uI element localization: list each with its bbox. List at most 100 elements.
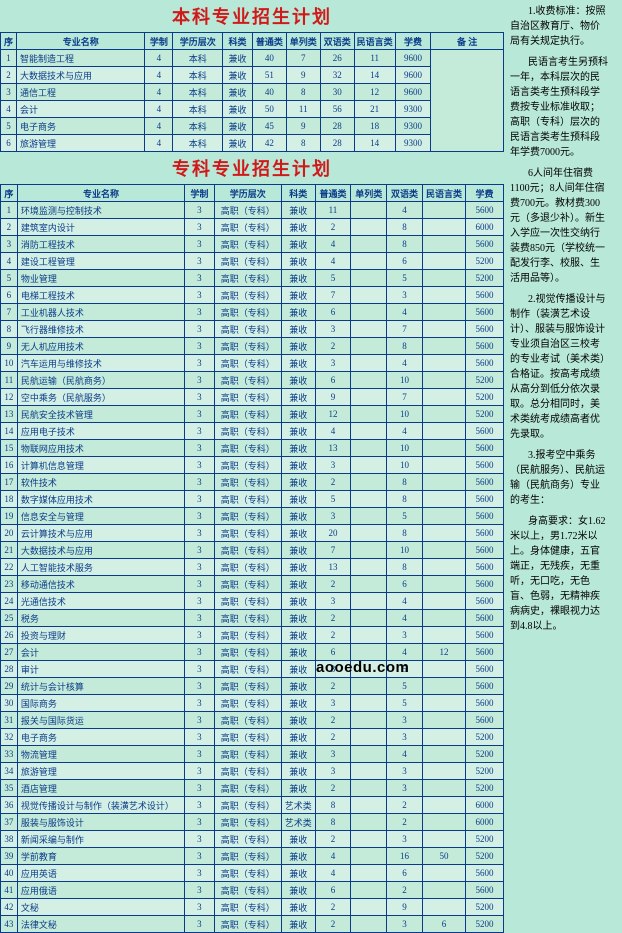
cell: 8 (387, 219, 423, 236)
note-paragraph: 3.报考空中乘务（民航服务）、民航运输（民航商务）专业的考生： (510, 448, 608, 508)
cell: 高职（专科） (214, 865, 281, 882)
note-paragraph: 身高要求：女1.62米以上，男1.72米以上。身体健康，五官端正，无残疾，无重听… (510, 514, 608, 634)
cell: 5200 (466, 899, 504, 916)
table-row: 40应用英语3高职（专科）兼收465600 (1, 865, 504, 882)
cell: 3 (387, 831, 423, 848)
cell: 3 (185, 542, 214, 559)
cell: 6 (387, 253, 423, 270)
cell: 3 (185, 644, 214, 661)
cell: 4 (145, 67, 173, 84)
cell (422, 423, 465, 440)
cell (351, 627, 387, 644)
cell: 5 (387, 661, 423, 678)
cell: 50 (422, 848, 465, 865)
cell: 3 (185, 899, 214, 916)
cell: 2 (387, 814, 423, 831)
cell: 3 (185, 865, 214, 882)
cell: 报关与国际货运 (17, 712, 184, 729)
cell: 32 (1, 729, 18, 746)
notes-column: 1.收费标准：按照自治区教育厅、物价局有关规定执行。民语言考生另预科一年，本科层… (504, 0, 614, 933)
cell: 国际商务 (17, 695, 184, 712)
cell: 37 (1, 814, 18, 831)
cell: 高职（专科） (214, 695, 281, 712)
cell (351, 729, 387, 746)
cell: 6 (1, 287, 18, 304)
cell: 高职（专科） (214, 848, 281, 865)
cell: 高职（专科） (214, 661, 281, 678)
cell: 4 (387, 610, 423, 627)
cell (351, 525, 387, 542)
cell: 29 (1, 678, 18, 695)
cell (422, 780, 465, 797)
cell: 高职（专科） (214, 729, 281, 746)
cell: 5600 (466, 423, 504, 440)
cell: 应用英语 (17, 865, 184, 882)
cell: 26 (1, 627, 18, 644)
cell: 高职（专科） (214, 746, 281, 763)
cell: 兼收 (281, 219, 315, 236)
cell: 5600 (466, 525, 504, 542)
cell: 汽车运用与维修技术 (17, 355, 184, 372)
cell: 4 (145, 50, 173, 67)
cell: 高职（专科） (214, 508, 281, 525)
cell: 3 (185, 576, 214, 593)
cell: 5200 (466, 831, 504, 848)
cell: 3 (185, 440, 214, 457)
cell: 6 (387, 865, 423, 882)
cell (422, 542, 465, 559)
table-row: 43法律文秘3高职（专科）兼收2365200 (1, 916, 504, 933)
cell: 5600 (466, 865, 504, 882)
cell: 艺术类 (281, 814, 315, 831)
cell: 5600 (466, 695, 504, 712)
cell: 5600 (466, 440, 504, 457)
cell (351, 610, 387, 627)
cell: 3 (1, 84, 17, 101)
cell (351, 848, 387, 865)
table-row: 21大数据技术与应用3高职（专科）兼收7105600 (1, 542, 504, 559)
cell (422, 406, 465, 423)
cell (422, 814, 465, 831)
cell: 消防工程技术 (17, 236, 184, 253)
cell: 通信工程 (16, 84, 145, 101)
cell: 兼收 (281, 848, 315, 865)
cell: 3 (185, 831, 214, 848)
cell (351, 763, 387, 780)
cell: 高职（专科） (214, 712, 281, 729)
cell: 高职（专科） (214, 423, 281, 440)
table-row: 24光通信技术3高职（专科）兼收345600 (1, 593, 504, 610)
cell: 2 (1, 219, 18, 236)
table-row: 8飞行器维修技术3高职（专科）兼收375600 (1, 321, 504, 338)
table-row: 31报关与国际货运3高职（专科）兼收235600 (1, 712, 504, 729)
col-header: 普通类 (252, 33, 286, 50)
cell (422, 882, 465, 899)
cell (351, 916, 387, 933)
cell: 高职（专科） (214, 406, 281, 423)
cell: 50 (252, 101, 286, 118)
cell (422, 797, 465, 814)
cell: 兼收 (281, 593, 315, 610)
cell (422, 321, 465, 338)
cell: 高职（专科） (214, 627, 281, 644)
cell: 8 (387, 338, 423, 355)
cell: 30 (1, 695, 18, 712)
cell (351, 661, 387, 678)
cell (422, 253, 465, 270)
cell (422, 763, 465, 780)
cell: 兼收 (223, 135, 253, 152)
cell: 8 (387, 474, 423, 491)
table-row: 30国际商务3高职（专科）兼收355600 (1, 695, 504, 712)
cell: 5600 (466, 882, 504, 899)
cell: 兼收 (281, 389, 315, 406)
table-row: 9无人机应用技术3高职（专科）兼收285600 (1, 338, 504, 355)
cell: 6000 (466, 814, 504, 831)
cell: 兼收 (281, 304, 315, 321)
cell: 5 (387, 508, 423, 525)
cell (422, 389, 465, 406)
cell (351, 695, 387, 712)
remark-cell (431, 50, 504, 152)
cell: 2 (315, 729, 351, 746)
cell: 3 (185, 202, 214, 219)
cell: 27 (1, 644, 18, 661)
cell (351, 253, 387, 270)
col-header: 科类 (281, 185, 315, 202)
